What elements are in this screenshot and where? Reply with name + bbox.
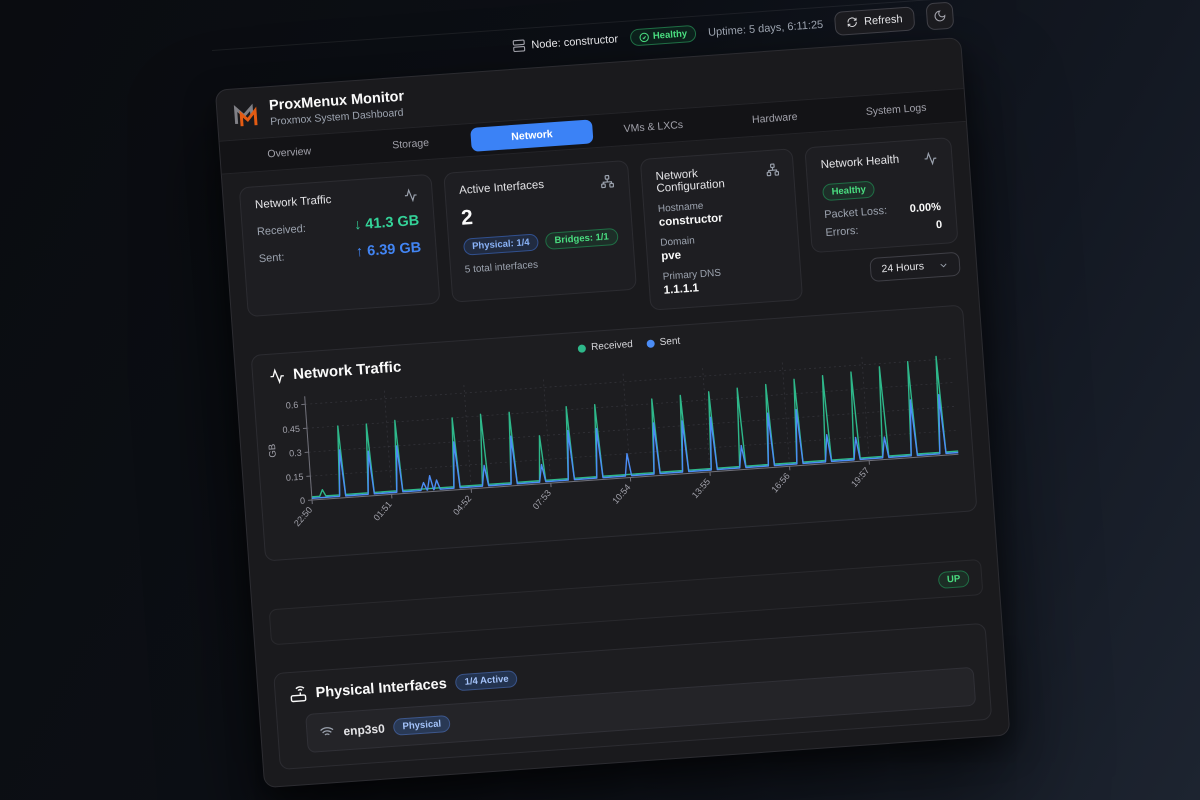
svg-text:19:57: 19:57 <box>849 465 871 489</box>
chart-area: 0 0.15 0.3 0.45 0.6 22:50 01:51 04:52 07:53 10:54… <box>254 338 976 555</box>
stats-grid: Network Traffic Received: ↓ 41.3 GB Sent… <box>238 137 962 339</box>
svg-text:0.6: 0.6 <box>285 400 298 411</box>
sent-value: ↑ 6.39 GB <box>355 239 422 261</box>
health-status-badge: Healthy <box>629 24 697 47</box>
svg-text:0: 0 <box>300 496 306 506</box>
legend-received[interactable]: Received <box>577 339 633 354</box>
uptime-label: Uptime: 5 days, 6:11:25 <box>707 18 824 39</box>
physical-count-badge: Physical: 1/4 <box>462 233 540 256</box>
errors-label: Errors: <box>825 224 859 240</box>
received-value: ↓ 41.3 GB <box>353 212 420 234</box>
legend-sent[interactable]: Sent <box>646 336 681 349</box>
health-badge: Healthy <box>822 180 876 202</box>
total-interfaces-label: 5 total interfaces <box>464 259 539 276</box>
time-range-select[interactable]: 24 Hours <box>869 251 961 283</box>
utility-bar: Node: constructor Healthy Uptime: 5 days… <box>212 0 961 90</box>
router-icon <box>290 686 307 703</box>
network-health-card: Network Health Healthy Packet Loss: 0.00… <box>804 137 959 254</box>
sent-legend-dot <box>646 338 656 348</box>
node-label: Node: constructor <box>530 32 619 51</box>
dashboard-panel: ProxMenux Monitor Proxmox System Dashboa… <box>214 37 1011 789</box>
svg-text:0.45: 0.45 <box>282 424 300 435</box>
node-indicator: Node: constructor <box>512 32 619 53</box>
dashboard-page: Node: constructor Healthy Uptime: 5 days… <box>212 0 1011 789</box>
app-header: ProxMenux Monitor Proxmox System Dashboa… <box>216 38 964 141</box>
section-title: Physical Interfaces <box>315 675 448 701</box>
tab-overview[interactable]: Overview <box>267 145 312 161</box>
tab-vms-lxcs[interactable]: VMs & LXCs <box>623 118 684 136</box>
svg-text:GB: GB <box>267 443 279 457</box>
packet-loss-value: 0.00% <box>909 200 942 216</box>
tab-network[interactable]: Network <box>470 119 594 152</box>
server-icon <box>512 39 526 53</box>
up-status-badge: UP <box>937 569 970 589</box>
chart-legend: Received Sent <box>577 336 681 354</box>
chart-header: Network Traffic Received Sent <box>252 306 964 388</box>
card-title: Network Configuration <box>655 168 726 195</box>
packet-loss-label: Packet Loss: <box>823 204 888 222</box>
tab-system-logs[interactable]: System Logs <box>865 101 927 118</box>
card-title: Network Traffic <box>254 193 332 212</box>
sent-label: Sent: <box>258 251 285 266</box>
svg-text:01:51: 01:51 <box>372 499 394 523</box>
health-column: Network Health Healthy Packet Loss: 0.00… <box>804 137 961 286</box>
chevron-down-icon <box>940 263 947 267</box>
card-title: Active Interfaces <box>458 178 545 197</box>
traffic-line-chart: 0 0.15 0.3 0.45 0.6 22:50 01:51 04:52 07:53 10:54… <box>267 355 959 529</box>
svg-text:10:54: 10:54 <box>610 482 632 506</box>
svg-text:0.15: 0.15 <box>286 472 304 483</box>
svg-text:07:53: 07:53 <box>531 488 553 512</box>
wifi-icon <box>320 727 334 738</box>
received-label: Received: <box>256 222 307 239</box>
activity-icon <box>924 151 937 166</box>
bridges-count-badge: Bridges: 1/1 <box>544 227 619 250</box>
activity-icon <box>404 188 417 203</box>
network-traffic-chart-card: Network Traffic Received Sent 0 0.15 0.3 0. <box>250 304 978 562</box>
network-tree-icon <box>766 163 779 177</box>
network-icon <box>600 174 614 189</box>
proxmenux-logo <box>233 103 258 127</box>
tab-storage[interactable]: Storage <box>391 136 430 152</box>
tab-hardware[interactable]: Hardware <box>751 110 798 127</box>
refresh-icon <box>848 17 858 27</box>
network-tab-content: Network Traffic Received: ↓ 41.3 GB Sent… <box>222 122 1010 787</box>
card-title: Network Health <box>820 153 900 172</box>
svg-text:04:52: 04:52 <box>451 494 473 518</box>
svg-text:22:50: 22:50 <box>292 505 314 529</box>
network-configuration-card: Network Configuration Hostname construct… <box>639 148 804 311</box>
svg-text:0.3: 0.3 <box>289 448 302 459</box>
activity-icon <box>270 367 284 384</box>
active-count-badge: 1/4 Active <box>455 670 519 692</box>
interface-row-enp3s0[interactable]: enp3s0 Physical <box>305 666 977 753</box>
theme-toggle-button[interactable] <box>925 1 955 31</box>
interface-name: enp3s0 <box>342 721 386 738</box>
active-interfaces-card: Active Interfaces 2 Physical: 1/4 Bridge… <box>442 159 637 303</box>
svg-text:16:56: 16:56 <box>769 471 791 495</box>
svg-text:13:55: 13:55 <box>690 477 712 501</box>
errors-value: 0 <box>935 218 943 232</box>
active-interfaces-count: 2 <box>460 206 474 230</box>
check-circle-icon <box>639 32 649 42</box>
network-traffic-card: Network Traffic Received: ↓ 41.3 GB Sent… <box>238 173 441 318</box>
received-legend-dot <box>577 343 587 353</box>
moon-icon <box>934 10 946 22</box>
interface-type-badge: Physical <box>393 714 451 736</box>
physical-interfaces-section: Physical Interfaces 1/4 Active enp3s0 Ph… <box>273 622 993 770</box>
refresh-button[interactable]: Refresh <box>834 5 916 36</box>
